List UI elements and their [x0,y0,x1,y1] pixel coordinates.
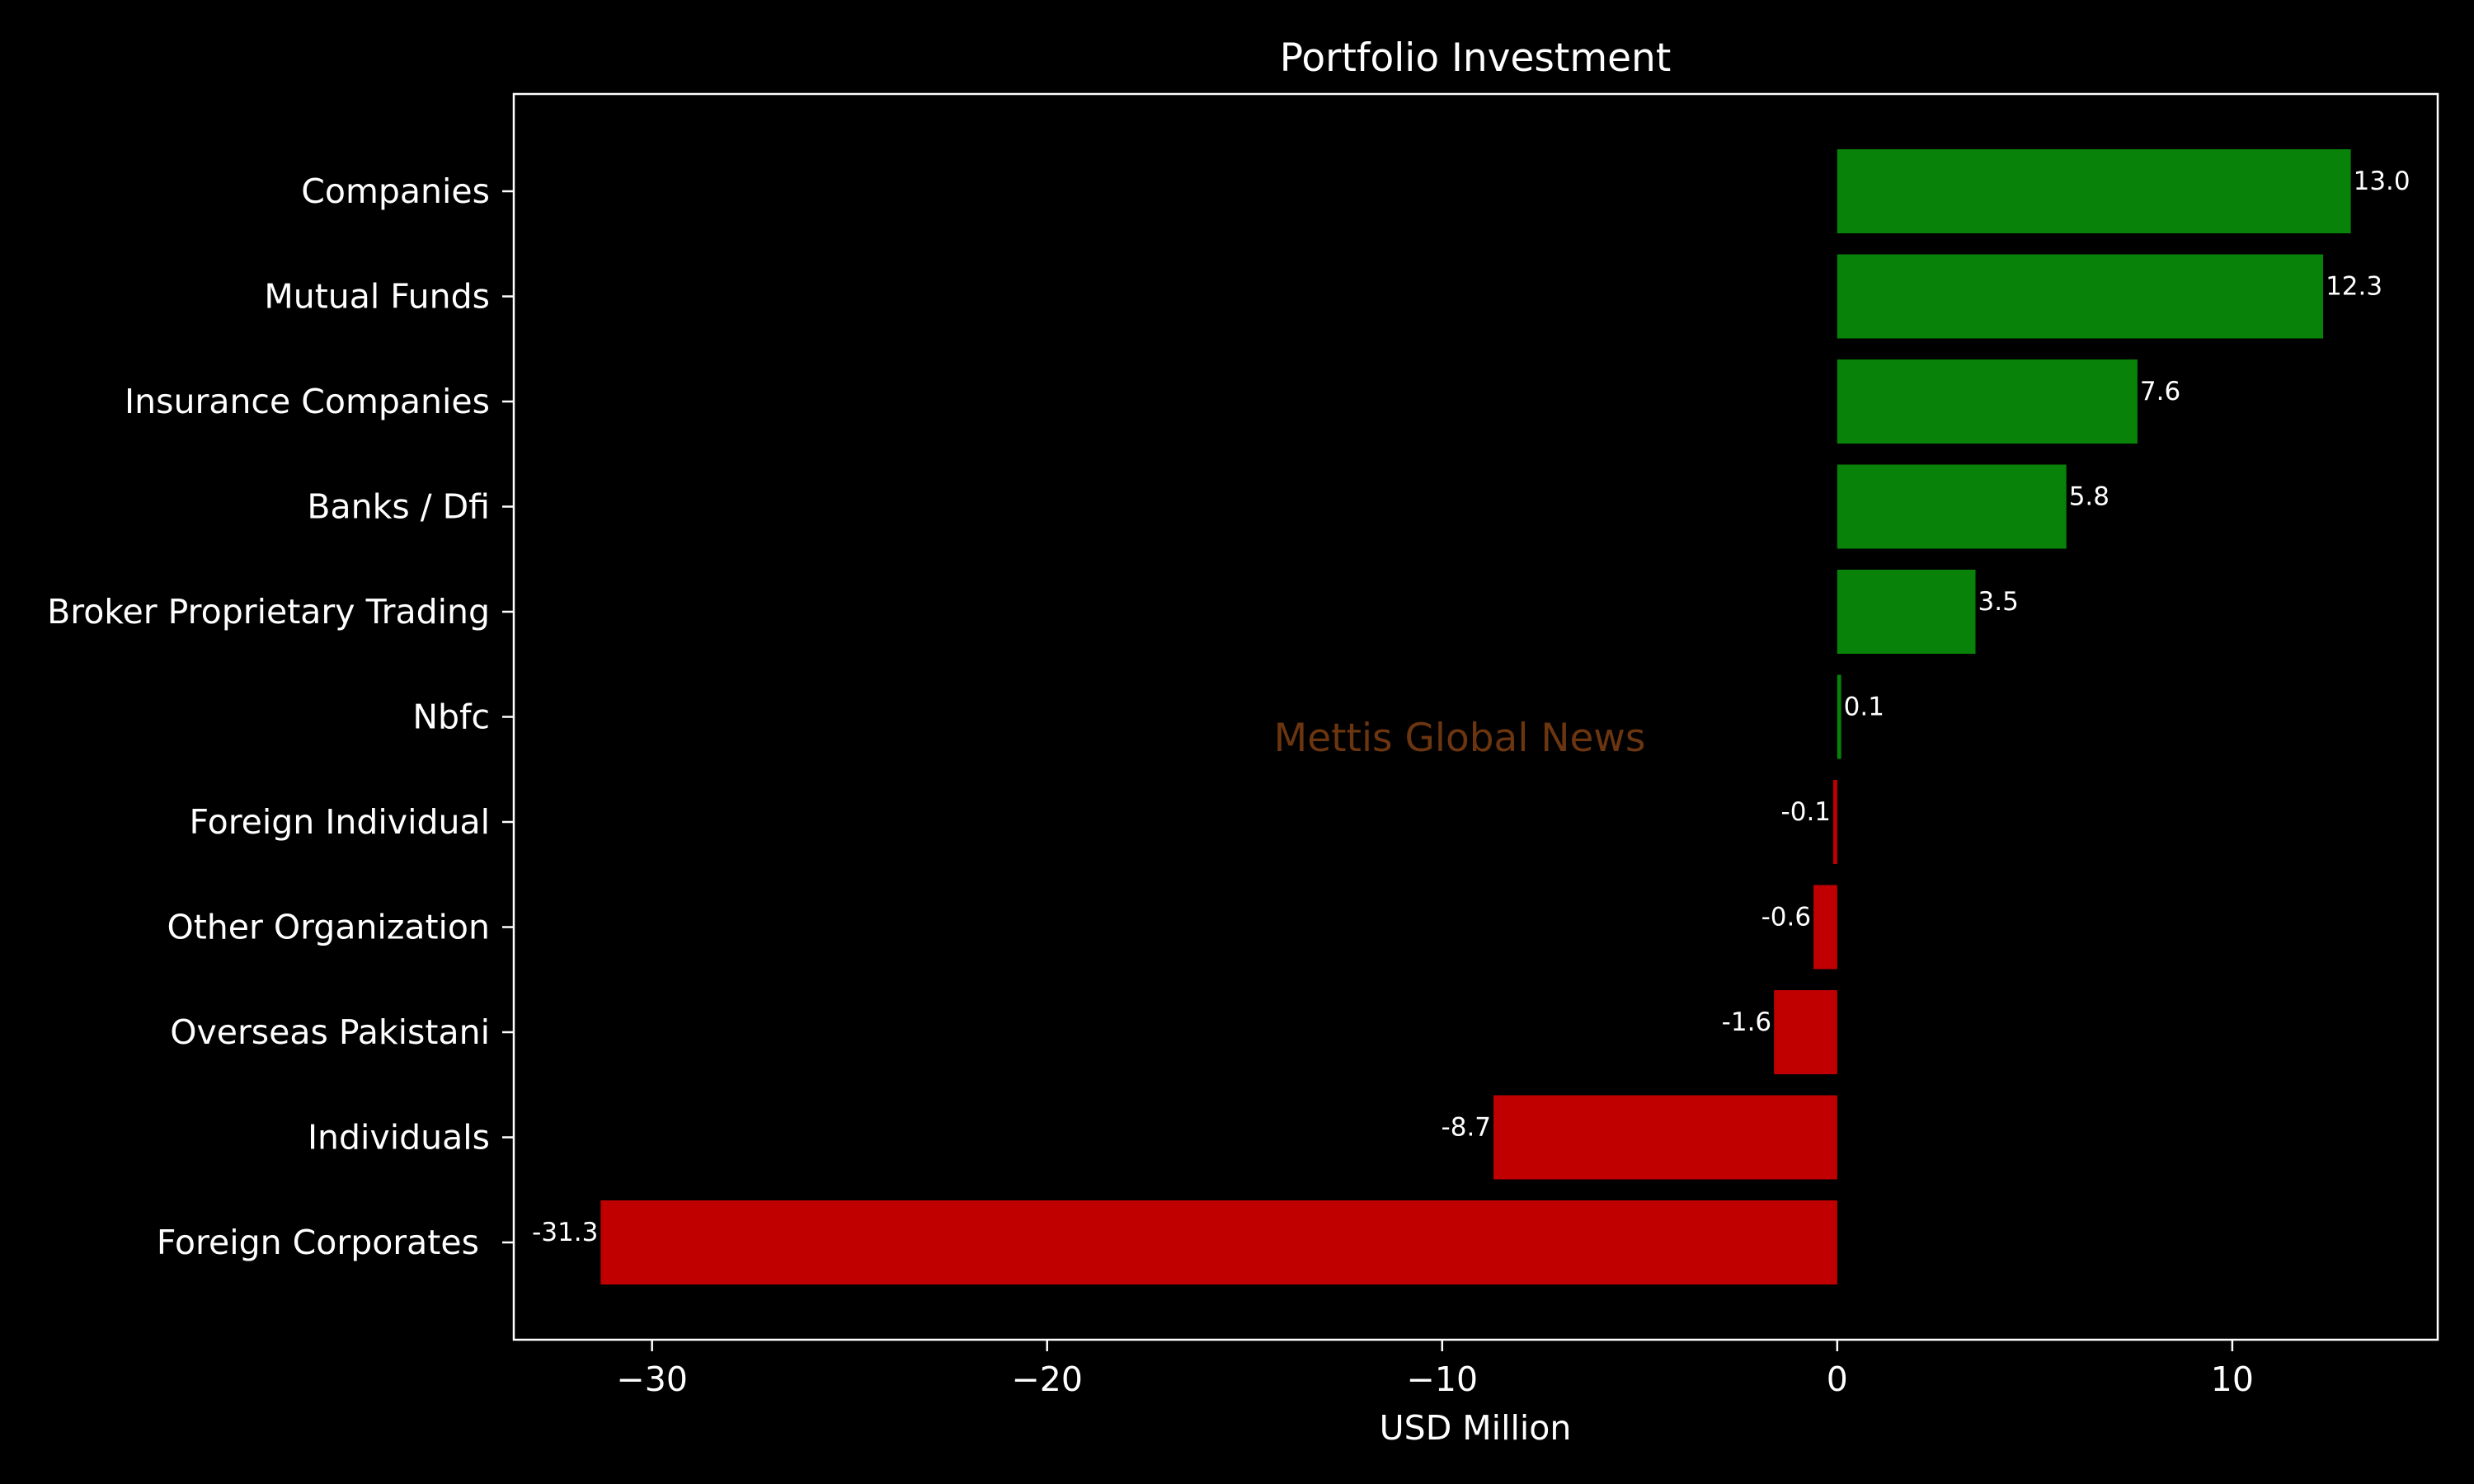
category-label: Foreign Individual [190,802,491,842]
bar-value-label: 13.0 [2354,167,2411,196]
watermark: Mettis Global News [1274,716,1646,761]
x-tick-label: −20 [1011,1360,1083,1399]
category-label: Banks / Dfi [307,487,490,527]
category-label: Mutual Funds [264,277,490,317]
category-label: Broker Proprietary Trading [47,592,490,632]
bar-value-label: -8.7 [1442,1113,1492,1143]
bar [600,1200,1837,1284]
bar [1837,674,1841,759]
bar [1837,464,2067,549]
bar-value-label: -0.1 [1781,797,1832,827]
bar-value-label: 12.3 [2326,272,2382,302]
bar [1774,990,1837,1074]
x-tick-label: −30 [616,1360,688,1399]
category-label: Individuals [308,1118,490,1158]
category-label: Companies [301,171,490,211]
chart-title: Portfolio Investment [1280,35,1672,81]
x-tick-label: −10 [1407,1360,1479,1399]
bar [1813,885,1837,970]
bar-value-label: 0.1 [1844,693,1884,722]
plot-frame [512,92,2439,1341]
bar [1493,1095,1837,1180]
bar [1833,780,1837,864]
bar-value-label: 5.8 [2069,482,2109,512]
bar [1837,149,2351,233]
category-label: Other Organization [167,908,490,947]
bar-value-label: -31.3 [532,1218,598,1247]
category-label: Overseas Pakistani [170,1012,490,1052]
bar [1837,570,1976,654]
x-tick-label: 0 [1827,1360,1848,1399]
bar [1837,254,2324,339]
x-axis: −30 −20 −10 0 10 [616,1340,2254,1399]
bar-value-label: -1.6 [1722,1007,1772,1037]
x-axis-label: USD Million [1380,1408,1572,1448]
bar [1837,359,2138,444]
bar-value-label: 7.6 [2140,377,2180,406]
category-label: Foreign Corporates [157,1223,490,1262]
bar-value-label: -0.6 [1761,903,1812,932]
category-label: Nbfc [412,697,490,737]
bars-group: 13.0 12.3 7.6 5.8 3.5 0.1 -0.1 -0.6 -1.6 -8.7 -31.… [532,149,2411,1284]
x-tick-label: 10 [2211,1360,2254,1399]
category-labels: Companies Mutual Funds Insurance Companies… [47,171,514,1262]
bar-value-label: 3.5 [1978,587,2019,617]
category-label: Insurance Companies [125,382,490,421]
